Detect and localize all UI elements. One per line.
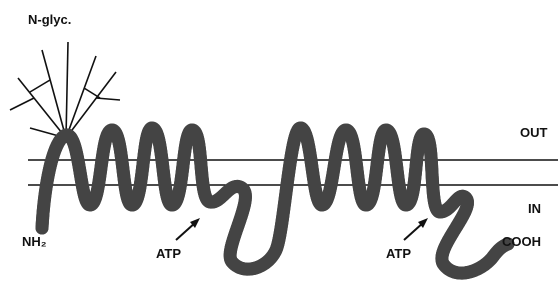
atp-arrows <box>176 218 428 240</box>
inside-label: IN <box>528 201 541 216</box>
diagram: N-glyc. OUT IN NH₂ COOH ATP ATP <box>0 0 558 282</box>
outside-label: OUT <box>520 125 548 140</box>
n-terminus-label: NH₂ <box>22 234 47 249</box>
c-terminus-label: COOH <box>502 234 541 249</box>
glycosylation-label: N-glyc. <box>28 12 71 27</box>
atp-label: ATP <box>386 246 411 261</box>
protein-chain <box>42 128 508 273</box>
glycan-tree <box>10 42 120 138</box>
atp-label: ATP <box>156 246 181 261</box>
